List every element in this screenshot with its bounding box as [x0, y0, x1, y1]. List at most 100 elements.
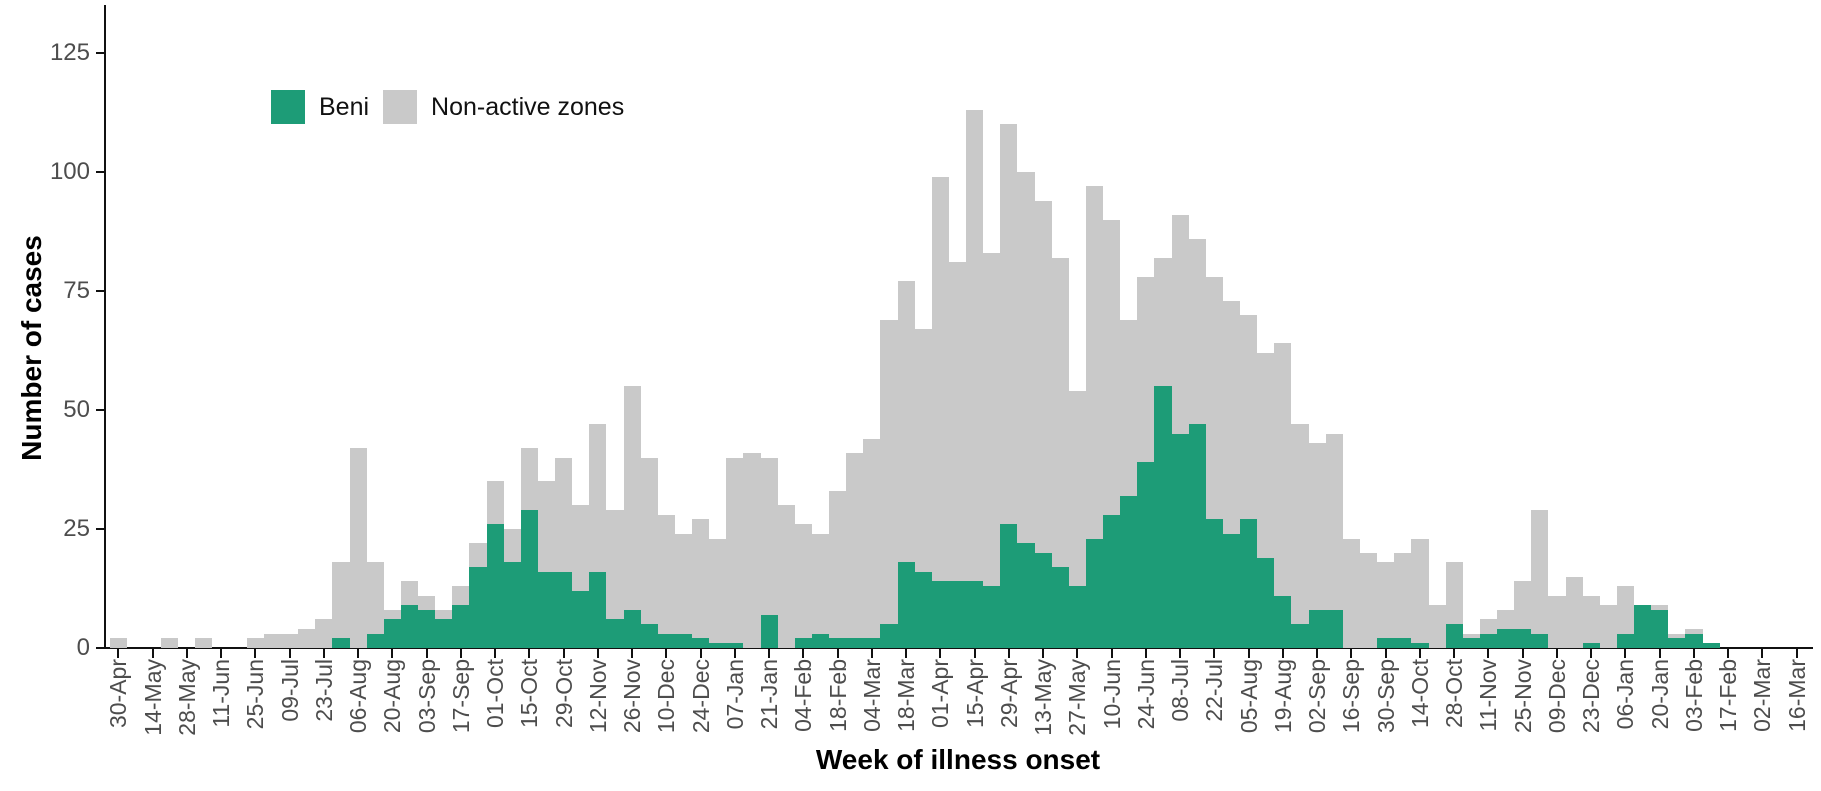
bar-segment-beni	[1068, 586, 1086, 648]
x-tick-label: 15-Apr	[961, 659, 988, 729]
bar-segment-nonactive	[1582, 595, 1600, 644]
bar-segment-nonactive	[1668, 633, 1686, 639]
x-tick-label: 16-Mar	[1783, 659, 1810, 732]
x-tick-mark	[1658, 649, 1661, 658]
bar-segment-nonactive	[555, 457, 573, 572]
y-axis-title: Number of cases	[16, 235, 47, 461]
x-axis-title: Week of illness onset	[815, 744, 1101, 775]
bar-segment-nonactive	[623, 386, 641, 610]
x-tick-label: 10-Dec	[653, 659, 680, 734]
bar-segment-beni	[880, 624, 898, 648]
x-tick-mark	[1384, 649, 1387, 658]
bar-segment-beni	[1085, 538, 1104, 648]
x-tick-label: 18-Mar	[893, 659, 920, 732]
bar-segment-beni	[914, 571, 932, 648]
bar-segment-nonactive	[1479, 619, 1498, 634]
x-tick-mark	[733, 649, 736, 658]
x-tick-label: 12-Nov	[584, 659, 611, 734]
y-tick-label: 25	[63, 515, 90, 542]
bar-segment-nonactive	[1599, 605, 1617, 648]
bar-segment-beni	[1103, 514, 1121, 648]
bar-segment-beni	[452, 605, 470, 648]
bar-segment-nonactive	[435, 609, 453, 620]
bar-segment-nonactive	[1274, 343, 1292, 596]
bar-segment-beni	[400, 605, 419, 648]
x-tick-mark	[528, 649, 531, 658]
y-tick-label: 0	[76, 634, 90, 661]
bar-segment-nonactive	[1308, 443, 1326, 610]
x-tick-mark	[185, 649, 188, 658]
bar-segment-beni	[1445, 624, 1463, 648]
bar-segment-nonactive	[863, 438, 881, 639]
bar-segment-nonactive	[263, 633, 281, 648]
bar-segment-nonactive	[1017, 172, 1035, 544]
bar-segment-beni	[1651, 609, 1669, 648]
x-tick-label: 20-Jan	[1646, 659, 1673, 730]
x-tick-label: 15-Oct	[516, 659, 543, 729]
bar-segment-beni	[1531, 633, 1549, 648]
bar-segment-beni	[674, 633, 693, 648]
y-tick-label: 50	[63, 396, 90, 423]
bar-segment-beni	[1514, 628, 1532, 648]
bar-segment-nonactive	[674, 533, 693, 634]
x-tick-label: 07-Jan	[721, 659, 748, 730]
bar-segment-beni	[1000, 524, 1018, 648]
x-tick-label: 09-Jul	[276, 659, 303, 722]
x-tick-mark	[1487, 649, 1490, 658]
bar-segment-nonactive	[469, 543, 487, 568]
x-tick-mark	[802, 649, 805, 658]
y-tick-mark	[96, 290, 105, 292]
x-tick-mark	[1692, 649, 1695, 658]
bar-segment-nonactive	[161, 638, 179, 648]
bar-segment-nonactive	[743, 452, 761, 648]
bar-segment-nonactive	[349, 448, 367, 648]
bar-segment-beni	[1616, 633, 1635, 648]
x-tick-label: 23-Jul	[310, 659, 337, 722]
bar-segment-beni	[435, 619, 453, 648]
x-tick-mark	[288, 649, 291, 658]
bar-segment-beni	[1308, 609, 1326, 648]
bar-segment-beni	[1479, 633, 1498, 648]
x-tick-label: 21-Jan	[756, 659, 783, 730]
bar-segment-beni	[1702, 643, 1720, 648]
x-tick-mark	[1076, 649, 1079, 658]
x-tick-label: 06-Aug	[345, 659, 372, 734]
bar-segment-nonactive	[1685, 628, 1703, 634]
bar-segment-nonactive	[332, 562, 350, 639]
x-tick-label: 30-Sep	[1372, 659, 1399, 734]
bar-segment-beni	[1257, 557, 1275, 648]
x-tick-label: 22-Jul	[1201, 659, 1228, 722]
x-tick-mark	[254, 649, 257, 658]
x-tick-label: 29-Apr	[995, 659, 1022, 729]
x-tick-label: 17-Feb	[1715, 659, 1742, 732]
bar-segment-beni	[1497, 628, 1515, 648]
bar-segment-nonactive	[109, 638, 127, 648]
bar-segment-beni	[1171, 433, 1189, 648]
bar-segment-beni	[1462, 638, 1480, 648]
bar-segment-nonactive	[589, 424, 607, 572]
bar-segment-nonactive	[1394, 552, 1412, 639]
bar-segment-nonactive	[760, 457, 778, 615]
bar-segment-nonactive	[1085, 186, 1104, 539]
bar-segment-beni	[418, 609, 436, 648]
x-tick-mark	[1179, 649, 1182, 658]
bar-segment-nonactive	[1411, 538, 1429, 644]
bar-segment-beni	[726, 643, 744, 648]
bar-segment-beni	[1154, 386, 1172, 648]
bar-segment-beni	[948, 581, 967, 648]
bar-segment-beni	[486, 524, 504, 648]
bar-segment-nonactive	[931, 176, 949, 582]
x-tick-mark	[494, 649, 497, 658]
bar-segment-nonactive	[1462, 633, 1480, 639]
bar-segment-beni	[983, 586, 1001, 648]
y-tick-mark	[96, 409, 105, 411]
bar-segment-nonactive	[1514, 581, 1532, 629]
x-tick-label: 05-Aug	[1235, 659, 1262, 734]
x-tick-label: 20-Aug	[379, 659, 406, 734]
bar-segment-nonactive	[572, 505, 590, 591]
x-tick-mark	[1281, 649, 1284, 658]
bar-segment-nonactive	[1377, 562, 1395, 639]
bar-segment-nonactive	[846, 452, 864, 639]
bar-segment-nonactive	[1342, 538, 1360, 648]
